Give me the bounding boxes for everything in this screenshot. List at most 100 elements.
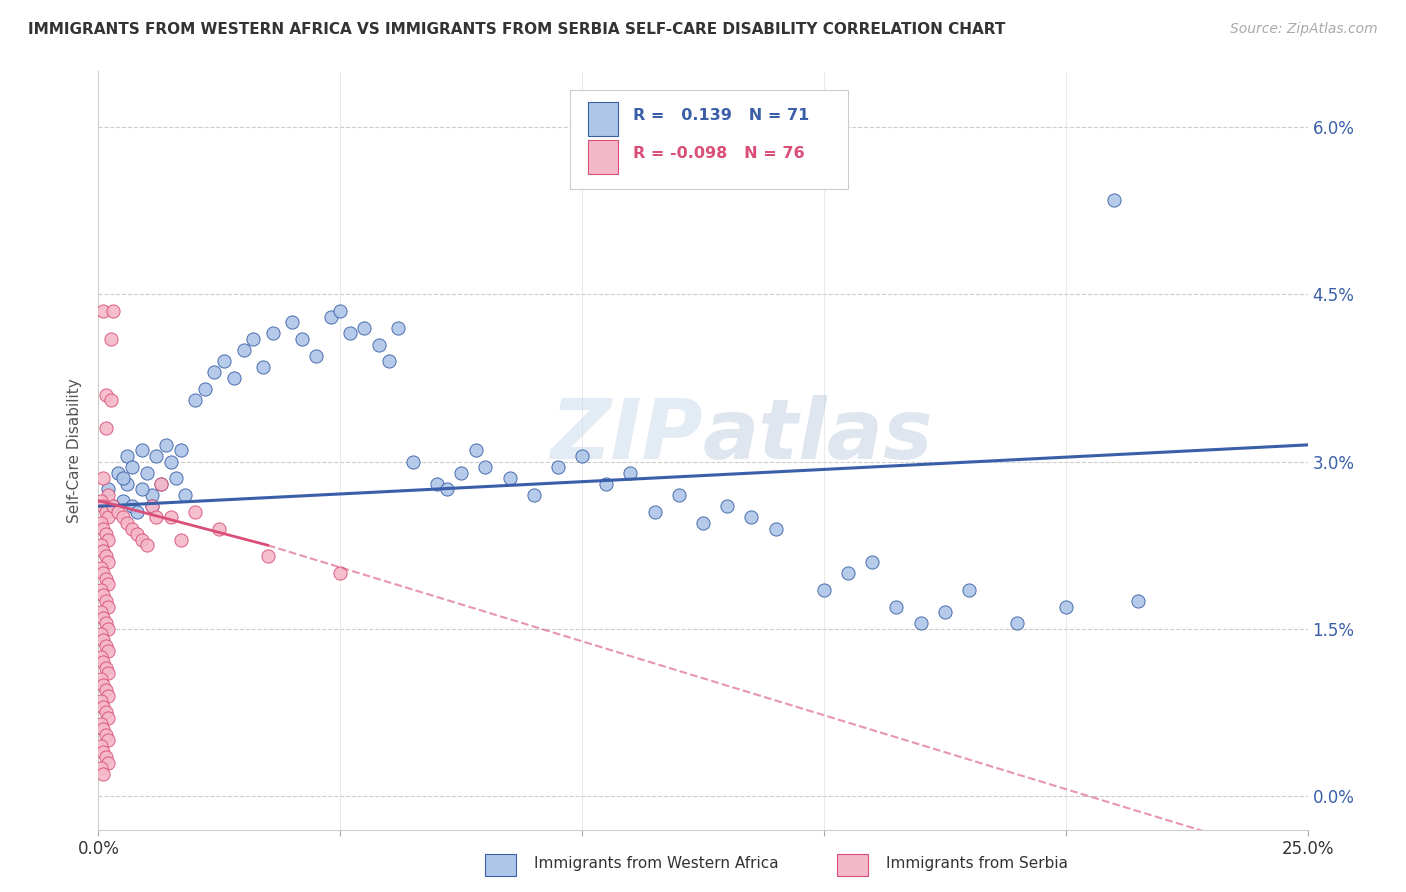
Text: Source: ZipAtlas.com: Source: ZipAtlas.com — [1230, 22, 1378, 37]
Text: atlas: atlas — [703, 395, 934, 475]
Point — [740, 510, 762, 524]
Point — [886, 599, 908, 614]
Point — [97, 483, 120, 497]
Point — [91, 655, 114, 669]
Point — [90, 582, 112, 597]
Point — [101, 304, 124, 318]
Point — [957, 582, 980, 597]
FancyBboxPatch shape — [588, 102, 619, 136]
Point — [387, 320, 409, 334]
Text: Immigrants from Western Africa: Immigrants from Western Africa — [534, 856, 779, 871]
Point — [91, 744, 114, 758]
Point — [329, 566, 352, 581]
Point — [436, 483, 458, 497]
Point — [101, 500, 124, 514]
Text: R =   0.139   N = 71: R = 0.139 N = 71 — [633, 108, 808, 123]
Point — [450, 466, 472, 480]
Point — [117, 449, 139, 463]
Point — [90, 493, 112, 508]
Point — [523, 488, 546, 502]
Point — [97, 711, 120, 725]
Point — [837, 566, 859, 581]
Text: ZIP: ZIP — [550, 395, 703, 475]
Point — [934, 605, 956, 619]
Point — [111, 493, 134, 508]
Point — [329, 304, 352, 318]
Point — [150, 476, 173, 491]
Point — [121, 500, 143, 514]
Point — [94, 683, 117, 698]
Point — [97, 756, 120, 770]
Point — [131, 443, 153, 458]
Point — [262, 326, 284, 341]
Point — [94, 728, 117, 742]
Point — [90, 694, 112, 708]
Point — [91, 633, 114, 648]
Point — [150, 476, 173, 491]
Point — [131, 533, 153, 547]
FancyBboxPatch shape — [588, 139, 619, 174]
Point — [100, 393, 122, 408]
Point — [127, 527, 149, 541]
Point — [90, 605, 112, 619]
Point — [94, 505, 117, 519]
Point — [91, 723, 114, 737]
Point — [97, 644, 120, 658]
Point — [90, 761, 112, 775]
Point — [319, 310, 342, 324]
Point — [256, 549, 278, 564]
Point — [145, 449, 167, 463]
Point — [368, 337, 391, 351]
Point — [97, 622, 120, 636]
Point — [135, 466, 157, 480]
Point — [94, 527, 117, 541]
Point — [212, 354, 235, 368]
Y-axis label: Self-Care Disability: Self-Care Disability — [67, 378, 83, 523]
Text: R = -0.098   N = 76: R = -0.098 N = 76 — [633, 145, 804, 161]
Point — [131, 483, 153, 497]
Point — [135, 538, 157, 552]
Point — [94, 750, 117, 764]
Point — [100, 332, 122, 346]
Point — [169, 533, 191, 547]
Point — [91, 699, 114, 714]
Point — [97, 666, 120, 681]
Point — [121, 460, 143, 475]
Point — [97, 733, 120, 747]
Point — [619, 466, 641, 480]
Point — [91, 566, 114, 581]
Point — [222, 371, 245, 385]
Point — [155, 438, 177, 452]
Point — [97, 488, 120, 502]
Point — [97, 577, 120, 591]
Point — [242, 332, 264, 346]
Point — [91, 304, 114, 318]
Point — [91, 611, 114, 625]
Point — [111, 510, 134, 524]
Point — [97, 555, 120, 569]
Point — [184, 393, 207, 408]
Point — [305, 349, 328, 363]
Point — [90, 716, 112, 731]
Point — [101, 500, 124, 514]
Point — [94, 421, 117, 435]
Point — [91, 521, 114, 535]
Point — [290, 332, 312, 346]
Point — [571, 449, 593, 463]
Point — [107, 505, 129, 519]
Point — [169, 443, 191, 458]
Point — [184, 505, 207, 519]
Point — [194, 382, 217, 396]
Point — [644, 505, 666, 519]
Point — [91, 678, 114, 692]
Point — [90, 560, 112, 574]
Point — [97, 599, 120, 614]
Point — [1128, 594, 1150, 608]
Point — [90, 538, 112, 552]
Point — [107, 466, 129, 480]
Point — [498, 471, 520, 485]
Point — [910, 616, 932, 631]
Point — [1102, 193, 1125, 207]
Point — [91, 767, 114, 781]
Point — [1054, 599, 1077, 614]
